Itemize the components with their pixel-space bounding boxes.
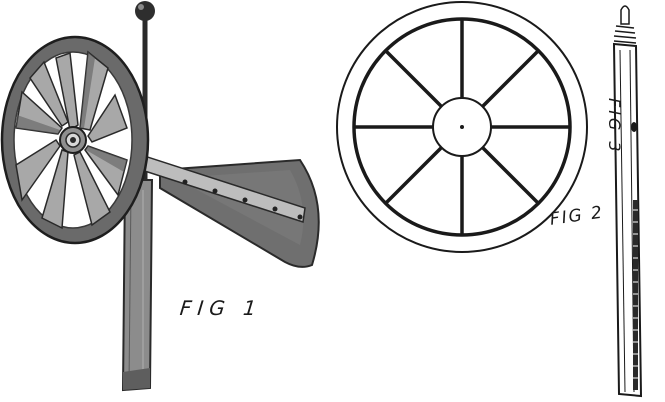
fig1-label: FIG 1 bbox=[178, 296, 264, 320]
fig2-drawing bbox=[336, 1, 588, 253]
fig1-drawing bbox=[0, 1, 320, 392]
fig3-slot bbox=[633, 200, 638, 390]
fig2-spokes bbox=[354, 19, 570, 235]
finial-ball-icon bbox=[135, 1, 155, 21]
fig1-wind-wheel bbox=[0, 35, 150, 245]
fig3-drawing bbox=[612, 5, 643, 398]
fig3-label: FIG 3 bbox=[605, 98, 624, 155]
